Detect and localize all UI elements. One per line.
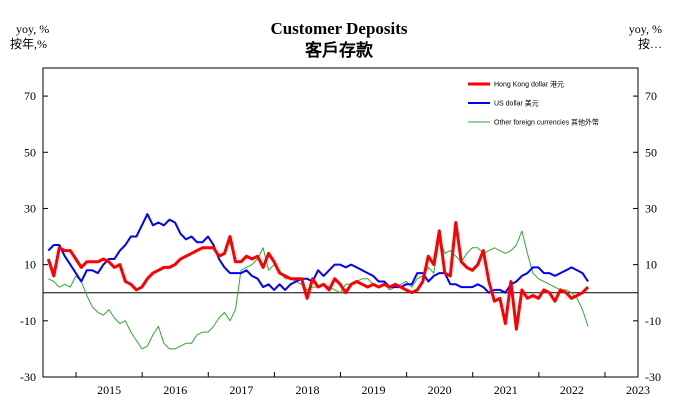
series-usd-line [47,213,589,294]
x-tick-label: 2020 [428,383,452,397]
y-tick-label-left: 70 [24,89,36,103]
y-tick-label-left: -10 [20,314,36,328]
x-tick-label: 2019 [362,383,386,397]
legend-label-hkd: Hong Kong dollar 港元 [494,80,564,89]
x-tick-label: 2021 [494,383,518,397]
legend-label-ofc: Other foreign currencies 其他外幣 [494,118,599,127]
y-tick-label-right: -30 [645,370,661,384]
x-tick-label: 2022 [560,383,584,397]
y-tick-label-left: -30 [20,370,36,384]
y-tick-label-right: 50 [645,145,657,159]
x-tick-label: 2017 [229,383,253,397]
x-tick-label: 2015 [97,383,121,397]
x-tick-label: 2016 [163,383,187,397]
series-hkd-line [46,221,590,331]
plot-frame [42,67,639,378]
y-tick-label-right: -10 [645,314,661,328]
y-tick-label-left: 10 [24,258,36,272]
left-unit-label-zh: 按年,% [10,37,47,51]
y-tick-label-left: 30 [24,201,36,215]
y-tick-label-right: 70 [645,89,657,103]
chart-subtitle: 客戶存款 [304,40,374,60]
chart-title: Customer Deposits [270,19,407,38]
y-tick-label-right: 30 [645,201,657,215]
legend-label-usd: US dollar 美元 [494,99,539,108]
x-tick-label: 2018 [295,383,319,397]
right-unit-label-en: yoy, % [629,22,662,36]
left-unit-label-en: yoy, % [16,22,49,36]
legend: Hong Kong dollar 港元 US dollar 美元 Other f… [468,80,599,127]
y-tick-label-right: 10 [645,258,657,272]
right-unit-label-zh: 按… [638,37,662,51]
y-tick-label-left: 50 [24,145,36,159]
x-tick-label: 2023 [626,383,650,397]
